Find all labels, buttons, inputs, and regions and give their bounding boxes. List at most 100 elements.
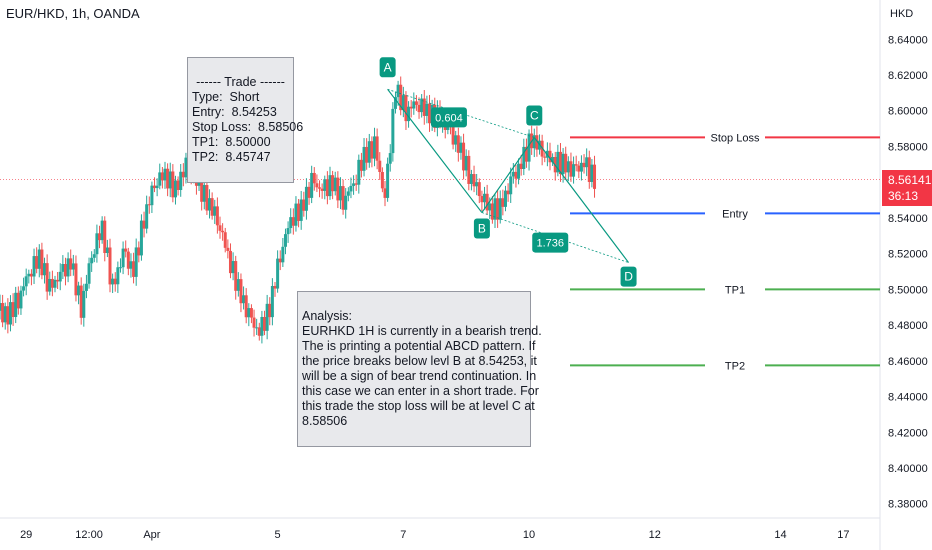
candle-body: [357, 159, 361, 185]
candle-body: [45, 263, 49, 292]
candle-body: [226, 247, 230, 251]
candle-body: [307, 186, 311, 198]
candle-body: [535, 135, 539, 150]
candle-body: [19, 290, 23, 309]
candle-body: [150, 185, 154, 206]
candle-body: [407, 106, 411, 122]
y-tick-label: 8.46000: [888, 356, 928, 368]
x-tick-label: 14: [774, 529, 786, 541]
candle-body: [561, 153, 565, 175]
candle-body: [283, 234, 287, 247]
candle-body: [129, 261, 133, 269]
candle-body: [391, 108, 395, 154]
trade-stop: Stop Loss: 8.58506: [192, 120, 304, 134]
candle-body: [171, 171, 175, 198]
y-tick-label: 8.48000: [888, 320, 928, 332]
candle-body: [401, 95, 405, 111]
candle-body: [386, 163, 390, 198]
candle-body: [467, 155, 471, 184]
candle-body: [346, 191, 350, 196]
trade-tp1: TP1: 8.50000: [192, 135, 271, 149]
candle-body: [87, 263, 91, 284]
candle-body: [532, 135, 536, 149]
candle-body: [276, 258, 280, 289]
candle-body: [77, 285, 81, 296]
candle-body: [393, 97, 397, 109]
symbol-title: EUR/HKD, 1h, OANDA: [6, 6, 140, 21]
candle-body: [380, 171, 384, 189]
candle-body: [585, 157, 589, 168]
candle-body: [265, 303, 269, 331]
candle-body: [517, 163, 521, 179]
current-price-value: 8.56141: [888, 172, 932, 187]
y-tick-label: 8.40000: [888, 463, 928, 475]
candle-body: [98, 233, 102, 241]
candle-body: [480, 196, 484, 203]
candle-body: [493, 198, 497, 220]
candle-body: [428, 103, 432, 124]
candle-body: [90, 257, 94, 264]
candle-body: [454, 135, 458, 145]
x-tick-label: Apr: [143, 529, 160, 541]
candle-body: [509, 176, 513, 195]
candle-body: [577, 165, 581, 172]
pattern-point-label: B: [478, 222, 486, 236]
x-tick-label: 12:00: [75, 529, 103, 541]
analysis-line: The is printing a potential ABCD pattern…: [302, 339, 536, 353]
candle-body: [142, 220, 146, 229]
candle-body: [325, 179, 329, 197]
candle-body: [32, 256, 36, 277]
candle-body: [71, 263, 75, 270]
candle-body: [153, 185, 157, 189]
candle-body: [181, 171, 185, 178]
candle-body: [412, 101, 416, 109]
candle-body: [215, 206, 219, 226]
candle-body: [472, 174, 476, 187]
candle-body: [511, 171, 515, 177]
candle-body: [40, 249, 44, 276]
candle-body: [396, 84, 400, 98]
y-tick-label: 8.60000: [888, 106, 928, 118]
candle-body: [260, 316, 264, 336]
level-label-bg: [705, 205, 765, 222]
candle-body: [92, 254, 96, 258]
candle-body: [231, 261, 235, 274]
candle-body: [485, 193, 489, 211]
candle-body: [132, 261, 136, 277]
candle-body: [6, 306, 10, 325]
candle-body: [58, 271, 62, 282]
candle-body: [469, 174, 473, 184]
candle-body: [414, 101, 418, 105]
candle-body: [16, 292, 20, 309]
candle-body: [160, 172, 164, 181]
candle-body: [236, 279, 240, 291]
candle-body: [338, 186, 342, 201]
candle-body: [548, 150, 552, 163]
candle-body: [263, 316, 267, 331]
candle-body: [234, 261, 238, 291]
trade-info-box[interactable]: ------ Trade ------ Type: Short Entry: 8.5…: [187, 57, 304, 183]
analysis-box[interactable]: Analysis: EURHKD 1H is currently in a bea…: [297, 291, 542, 447]
candle-body: [252, 317, 256, 328]
candle-body: [176, 180, 180, 190]
candle-body: [278, 258, 282, 263]
candle-body: [173, 180, 177, 198]
candle-body: [490, 203, 494, 220]
candle-body: [354, 183, 358, 185]
candle-body: [352, 183, 356, 186]
candle-body: [551, 156, 555, 163]
candle-body: [328, 175, 332, 197]
candle-body: [464, 155, 468, 171]
candle-body: [556, 151, 560, 173]
y-tick-label: 8.44000: [888, 392, 928, 404]
pattern-point-label: C: [530, 109, 539, 123]
candle-body: [558, 151, 562, 175]
candle-body: [247, 308, 251, 318]
candle-body: [299, 199, 303, 221]
candle-body: [257, 327, 261, 336]
candle-body: [205, 185, 209, 211]
candle-body: [566, 161, 570, 173]
candle-body: [43, 263, 47, 276]
candle-body: [268, 303, 272, 318]
